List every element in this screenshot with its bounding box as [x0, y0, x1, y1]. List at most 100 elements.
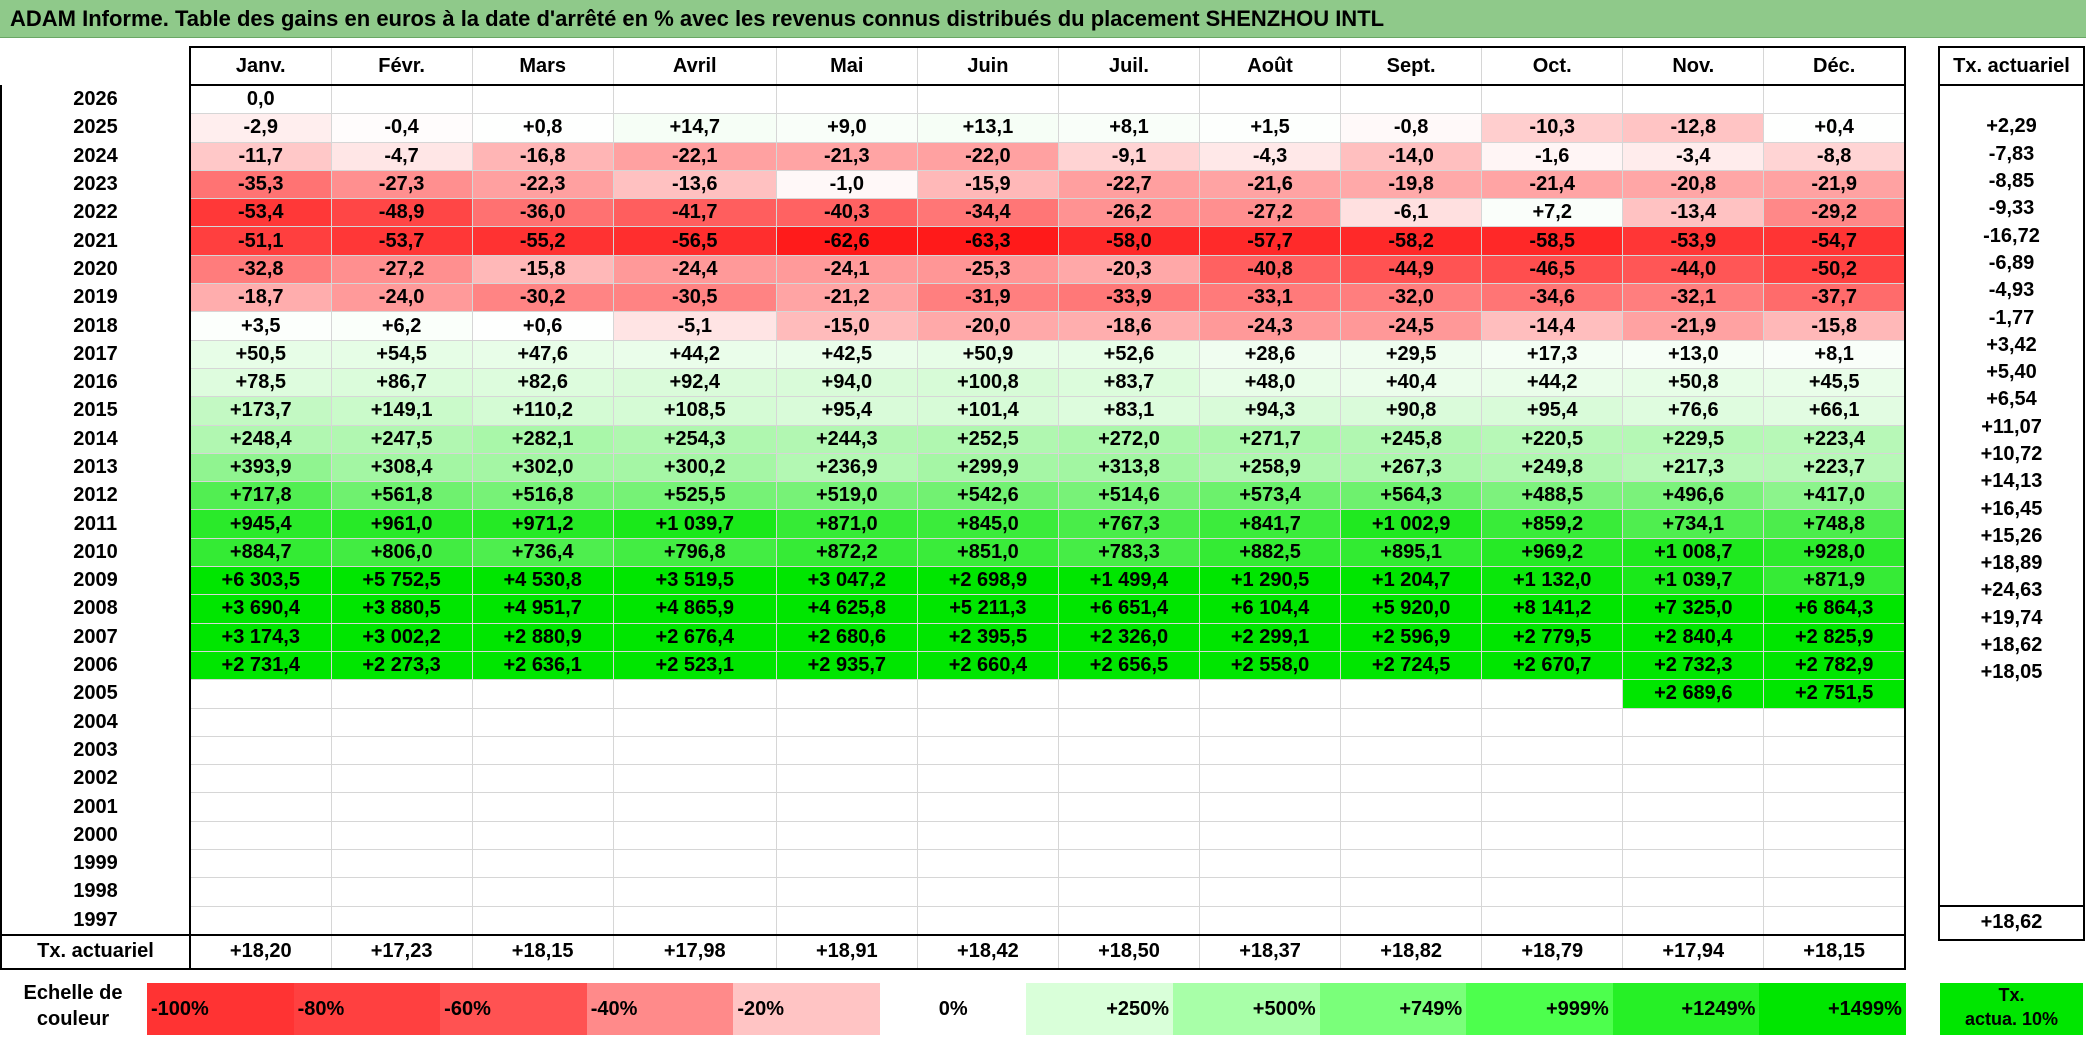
gain-cell: -21,3 — [775, 141, 918, 171]
color-scale-label: Echelle de couleur — [23, 982, 123, 1030]
gain-cell — [775, 820, 918, 851]
year-label: 2006 — [0, 651, 191, 680]
gain-cell: +871,0 — [775, 509, 918, 539]
gain-cell: +1 002,9 — [1340, 509, 1483, 539]
gain-cell: +2 751,5 — [1763, 679, 1907, 709]
table-row: 2020 -32,8 -27,2 -15,8 -24,4 -24,1 -25,3 -20,3-… — [0, 254, 1907, 285]
gain-cell — [1622, 905, 1765, 936]
gain-cell: +1 039,7 — [612, 509, 777, 539]
gain-cell — [189, 849, 332, 879]
gain-cell: +17,3 — [1481, 339, 1624, 369]
gain-cell: +5 920,0 — [1340, 594, 1483, 624]
month-header: Juin — [916, 46, 1059, 86]
gain-cell — [1199, 679, 1342, 709]
gain-cell: +223,7 — [1763, 452, 1907, 483]
gain-cell: -56,5 — [612, 226, 777, 256]
gain-cell: -37,7 — [1763, 283, 1907, 313]
rate-cell: +10,72 — [1938, 440, 2085, 469]
gain-cell — [1763, 849, 1907, 879]
gain-cell — [1622, 764, 1765, 794]
gain-cell — [916, 707, 1059, 737]
gain-cell — [775, 84, 918, 115]
gain-cell: +0,4 — [1763, 113, 1907, 143]
gain-cell: -22,7 — [1057, 169, 1201, 200]
color-scale-step: -20% — [733, 983, 880, 1035]
table-row: 2024 -11,7 -4,7 -16,8 -22,1 -21,3 -22,0 -9,1 -4,… — [0, 141, 1907, 171]
year-label: 1997 — [0, 906, 191, 936]
year-label: 2011 — [0, 509, 191, 539]
gain-cell: +2 670,7 — [1481, 650, 1624, 681]
gain-cell: +2 840,4 — [1622, 622, 1765, 652]
gain-cell: -19,8 — [1340, 169, 1483, 200]
gain-cell: -20,0 — [916, 311, 1059, 341]
color-scale: -100% -80% -60% -40% -20% 0% +250% +500% +749% +9… — [147, 983, 1906, 1035]
month-header: Janv. — [189, 46, 332, 86]
gain-cell: +1 290,5 — [1199, 566, 1342, 596]
gain-cell — [612, 84, 777, 115]
table-row: 2016 +78,5 +86,7 +82,6 +92,4 +94,0 +100,8 +83,7… — [0, 367, 1907, 398]
gain-cell — [1481, 84, 1624, 115]
gain-cell: +50,8 — [1622, 367, 1765, 398]
color-scale-step: +250% — [1026, 983, 1174, 1035]
gain-cell — [775, 792, 918, 822]
header-corner — [1, 47, 191, 85]
gain-cell: +44,2 — [612, 339, 777, 369]
year-label: 2010 — [0, 538, 191, 567]
table-row: 1999 — [0, 849, 1907, 879]
year-label: 2016 — [0, 368, 191, 397]
color-scale-step: 0% — [879, 983, 1027, 1035]
footer-rate-cell: +18,37 — [1199, 933, 1342, 970]
gain-cell: +2 732,3 — [1622, 650, 1765, 681]
month-header: Juil. — [1057, 46, 1201, 86]
gain-cell: +100,8 — [916, 367, 1059, 398]
gain-cell — [189, 679, 332, 709]
footer-rate-cell: +17,23 — [330, 933, 473, 970]
table-row: 2012 +717,8 +561,8 +516,8 +525,5 +519,0 +542,6… — [0, 481, 1907, 511]
gain-cell: +542,6 — [916, 481, 1059, 511]
year-label: 2000 — [0, 821, 191, 850]
rate-cell: +14,13 — [1938, 468, 2085, 496]
gain-cell: -1,6 — [1481, 141, 1624, 171]
gain-cell: +2 273,3 — [330, 650, 473, 681]
gain-cell: -54,7 — [1763, 226, 1907, 256]
table-row: 2009 +6 303,5 +5 752,5 +4 530,8 +3 519,5 +3 0… — [0, 566, 1907, 596]
gain-cell — [330, 792, 473, 822]
gain-cell — [471, 707, 614, 737]
gain-cell: +945,4 — [189, 509, 332, 539]
gain-cell — [775, 764, 918, 794]
gain-cell: +2 596,9 — [1340, 622, 1483, 652]
gain-cell: +2 935,7 — [775, 650, 918, 681]
gain-cell — [916, 764, 1059, 794]
year-label: 2008 — [0, 594, 191, 624]
gain-cell: -24,4 — [612, 254, 777, 285]
gain-cell: +4 625,8 — [775, 594, 918, 624]
gain-cell — [612, 849, 777, 879]
gain-cell: -2,9 — [189, 113, 332, 143]
gain-cell: +82,6 — [471, 367, 614, 398]
gain-cell: -20,8 — [1622, 169, 1765, 200]
color-scale-step: +500% — [1173, 983, 1320, 1035]
rate-cell — [1938, 768, 2085, 796]
gain-cell: +282,1 — [471, 424, 614, 454]
gain-cell: -34,6 — [1481, 283, 1624, 313]
gains-table: Janv. Févr. Mars Avril Mai Juin Juil. Août Sept.… — [0, 46, 1907, 970]
gain-cell: +767,3 — [1057, 509, 1201, 539]
gain-cell: +734,1 — [1622, 509, 1765, 539]
gain-cell: -21,9 — [1622, 311, 1765, 341]
year-label: 2015 — [0, 396, 191, 426]
rate-cell — [1938, 823, 2085, 851]
gain-cell: -29,2 — [1763, 198, 1907, 228]
gain-cell — [916, 877, 1059, 907]
gain-cell: -16,8 — [471, 141, 614, 171]
gain-cell: +748,8 — [1763, 509, 1907, 539]
footer-label: Tx. actuariel — [0, 933, 191, 970]
footer-rate-cell: +18,42 — [916, 933, 1059, 970]
gain-cell: +2 558,0 — [1199, 650, 1342, 681]
table-row: 2013 +393,9 +308,4 +302,0 +300,2 +236,9 +299,9… — [0, 452, 1907, 483]
gain-cell: +7 325,0 — [1622, 594, 1765, 624]
gain-cell: +841,7 — [1199, 509, 1342, 539]
gain-cell — [1622, 84, 1765, 115]
gain-cell: +313,8 — [1057, 452, 1201, 483]
rate-cell: +18,05 — [1938, 659, 2085, 687]
rate-cell — [1938, 686, 2085, 714]
